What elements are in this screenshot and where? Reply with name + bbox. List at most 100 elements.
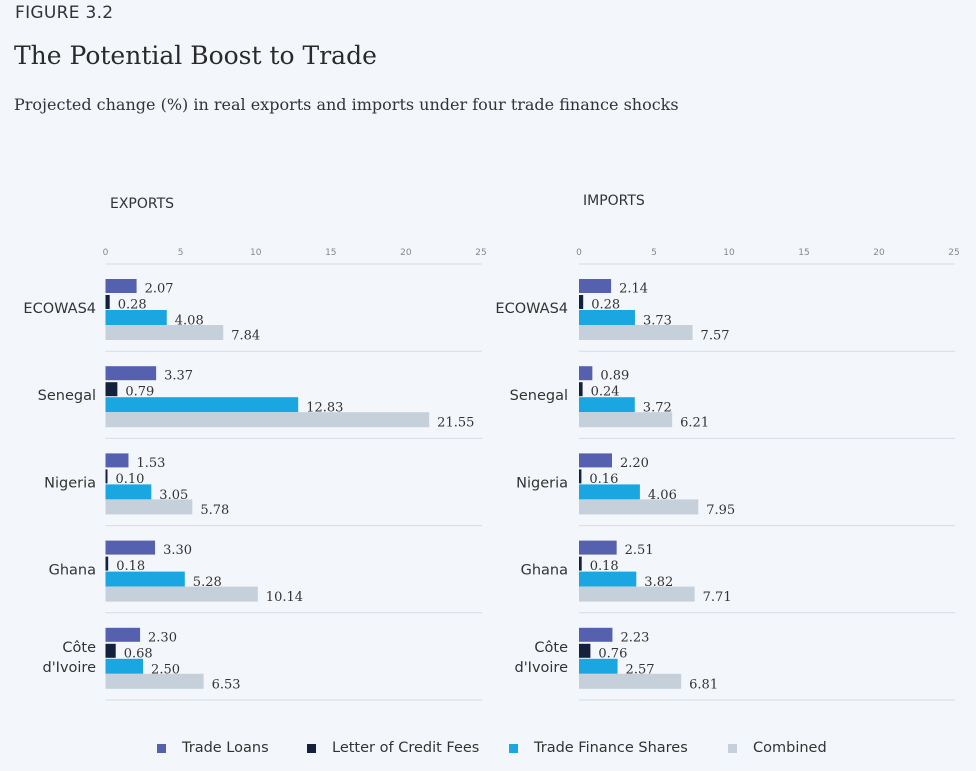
category-label-ecowas4: ECOWAS4 — [495, 301, 568, 317]
bar-letter-of-credit-fees-senegal — [105, 382, 118, 397]
bar-combined-nigeria — [105, 499, 193, 515]
data-label-trade-finance-shares-cote-d-ivoire: 2.50 — [151, 662, 180, 677]
bar-letter-of-credit-fees-ghana — [105, 556, 109, 571]
category-label-nigeria: Nigeria — [44, 475, 96, 491]
data-label-trade-finance-shares-ghana: 3.82 — [644, 575, 673, 590]
chart-legend: Trade Loans Letter of Credit Fees Trade … — [0, 737, 976, 759]
data-label-combined-cote-d-ivoire: 6.81 — [689, 677, 718, 692]
bar-letter-of-credit-fees-ecowas4 — [105, 295, 110, 309]
x-tick-label: 25 — [948, 248, 959, 258]
data-label-letter-of-credit-fees-senegal: 0.24 — [591, 385, 620, 400]
bar-combined-nigeria — [579, 499, 699, 515]
x-tick-label: 20 — [873, 248, 885, 258]
bar-letter-of-credit-fees-cote-d-ivoire — [105, 643, 116, 658]
figure-subtitle: Projected change (%) in real exports and… — [14, 95, 679, 114]
data-label-trade-finance-shares-nigeria: 4.06 — [648, 488, 677, 503]
category-label-cote-d-ivoire: Côte — [62, 640, 96, 656]
bar-trade-finance-shares-ecowas4 — [579, 310, 635, 325]
data-label-trade-finance-shares-ecowas4: 4.08 — [175, 314, 204, 329]
legend-swatch-letter-of-credit-fees — [307, 743, 316, 753]
x-tick-label: 5 — [178, 248, 184, 258]
bar-letter-of-credit-fees-nigeria — [579, 469, 582, 484]
bar-trade-finance-shares-senegal — [579, 397, 635, 413]
legend-item-combined: Combined — [728, 737, 827, 759]
data-label-trade-loans-cote-d-ivoire: 2.30 — [148, 630, 177, 645]
data-label-trade-loans-senegal: 3.37 — [164, 369, 193, 384]
category-label-ghana: Ghana — [521, 563, 568, 579]
data-label-letter-of-credit-fees-cote-d-ivoire: 0.68 — [124, 646, 153, 661]
exports-panel-title: EXPORTS — [110, 196, 174, 212]
bar-trade-loans-senegal — [105, 366, 157, 381]
bar-trade-loans-cote-d-ivoire — [105, 627, 141, 642]
bar-letter-of-credit-fees-ghana — [579, 556, 582, 571]
data-label-combined-senegal: 6.21 — [680, 416, 709, 431]
bar-letter-of-credit-fees-nigeria — [105, 469, 108, 484]
data-label-combined-nigeria: 5.78 — [200, 503, 229, 518]
x-tick-label: 5 — [651, 248, 657, 258]
data-label-combined-ecowas4: 7.57 — [701, 329, 730, 344]
bar-trade-loans-nigeria — [579, 453, 612, 468]
bar-combined-senegal — [105, 412, 430, 428]
bar-trade-loans-ghana — [579, 540, 617, 555]
category-label-cote-d-ivoire: d'Ivoire — [42, 660, 96, 676]
legend-label: Letter of Credit Fees — [332, 740, 480, 756]
data-label-combined-ghana: 10.14 — [266, 590, 303, 605]
x-tick-label: 20 — [400, 248, 412, 258]
data-label-trade-finance-shares-nigeria: 3.05 — [159, 488, 188, 503]
x-tick-label: 15 — [798, 248, 809, 258]
data-label-trade-loans-ghana: 2.51 — [625, 543, 654, 558]
bar-combined-senegal — [579, 412, 673, 428]
data-label-trade-finance-shares-senegal: 3.72 — [643, 401, 672, 416]
bar-trade-loans-ghana — [105, 540, 156, 555]
bar-trade-finance-shares-ghana — [105, 571, 185, 587]
category-label-cote-d-ivoire: Côte — [534, 640, 568, 656]
legend-label: Trade Finance Shares — [534, 740, 688, 756]
bar-combined-cote-d-ivoire — [579, 673, 682, 689]
legend-item-letter-of-credit-fees: Letter of Credit Fees — [307, 737, 479, 759]
bar-combined-cote-d-ivoire — [105, 673, 204, 689]
data-label-trade-finance-shares-senegal: 12.83 — [306, 401, 343, 416]
bar-combined-ecowas4 — [579, 325, 693, 340]
data-label-trade-loans-ecowas4: 2.14 — [619, 282, 648, 297]
data-label-combined-ghana: 7.71 — [703, 590, 732, 605]
legend-label: Trade Loans — [182, 740, 269, 756]
bar-trade-finance-shares-nigeria — [579, 484, 640, 500]
x-tick-label: 10 — [723, 248, 735, 258]
x-tick-label: 0 — [103, 248, 109, 258]
data-label-trade-finance-shares-ecowas4: 3.73 — [643, 314, 672, 329]
data-label-combined-senegal: 21.55 — [437, 416, 474, 431]
bar-letter-of-credit-fees-cote-d-ivoire — [579, 643, 591, 658]
legend-swatch-combined — [728, 743, 737, 753]
category-label-cote-d-ivoire: d'Ivoire — [514, 660, 568, 676]
legend-item-trade-finance-shares: Trade Finance Shares — [509, 737, 688, 759]
data-label-trade-finance-shares-ghana: 5.28 — [193, 575, 222, 590]
bar-trade-finance-shares-senegal — [105, 397, 299, 413]
category-label-ghana: Ghana — [49, 563, 96, 579]
data-label-trade-finance-shares-cote-d-ivoire: 2.57 — [626, 662, 655, 677]
bar-trade-finance-shares-ghana — [579, 571, 637, 587]
data-label-letter-of-credit-fees-cote-d-ivoire: 0.76 — [598, 646, 627, 661]
data-label-combined-ecowas4: 7.84 — [231, 329, 260, 344]
legend-swatch-trade-loans — [157, 743, 166, 753]
data-label-letter-of-credit-fees-nigeria: 0.10 — [116, 472, 145, 487]
figure-label: FIGURE 3.2 — [15, 3, 114, 23]
bar-trade-loans-nigeria — [105, 453, 129, 468]
bar-combined-ghana — [105, 586, 258, 602]
data-label-letter-of-credit-fees-ghana: 0.18 — [116, 559, 145, 574]
category-label-senegal: Senegal — [510, 388, 568, 404]
bar-trade-finance-shares-nigeria — [105, 484, 152, 500]
data-label-letter-of-credit-fees-ecowas4: 0.28 — [591, 298, 620, 313]
bar-trade-loans-senegal — [579, 366, 593, 381]
x-tick-label: 25 — [475, 248, 486, 258]
bar-trade-loans-cote-d-ivoire — [579, 627, 613, 642]
category-label-nigeria: Nigeria — [516, 475, 568, 491]
x-tick-label: 0 — [576, 248, 582, 258]
x-tick-label: 10 — [250, 248, 262, 258]
data-label-trade-loans-nigeria: 1.53 — [136, 456, 165, 471]
data-label-letter-of-credit-fees-ghana: 0.18 — [590, 559, 619, 574]
bar-letter-of-credit-fees-ecowas4 — [579, 295, 584, 309]
data-label-combined-nigeria: 7.95 — [706, 503, 735, 518]
legend-item-trade-loans: Trade Loans — [157, 737, 269, 759]
data-label-trade-loans-ghana: 3.30 — [163, 543, 192, 558]
bar-trade-finance-shares-ecowas4 — [105, 310, 167, 325]
